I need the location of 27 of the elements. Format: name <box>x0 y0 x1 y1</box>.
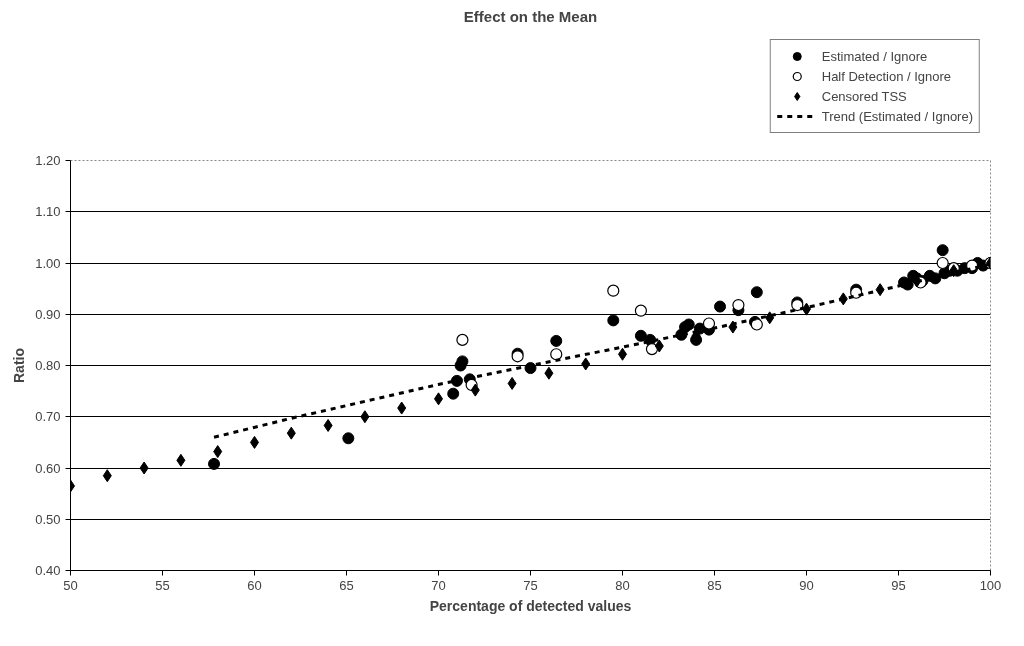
x-tick-label: 100 <box>979 577 1002 593</box>
x-tick-label: 70 <box>431 577 446 593</box>
legend-label: Half Detection / Ignore <box>821 68 952 84</box>
x-tick-label: 75 <box>523 577 538 593</box>
legend-label: Trend (Estimated / Ignore) <box>821 108 973 124</box>
x-tick-label: 95 <box>891 577 906 593</box>
y-axis-title: Ratio <box>11 348 28 383</box>
y-tick-label: 1.10 <box>35 204 61 220</box>
x-tick-label: 85 <box>707 577 722 593</box>
x-tick-label: 90 <box>799 577 814 593</box>
chart-title: Effect on the Mean <box>463 7 598 25</box>
y-tick-label: 0.90 <box>35 306 61 322</box>
x-tick-label: 65 <box>339 577 354 593</box>
y-tick-label: 0.60 <box>35 460 61 476</box>
y-tick-label: 0.50 <box>35 511 61 527</box>
legend-label: Estimated / Ignore <box>821 48 928 64</box>
y-tick-label: 1.00 <box>35 255 61 271</box>
legend-label: Censored TSS <box>821 88 907 104</box>
y-tick-label: 0.80 <box>35 358 61 373</box>
x-tick-label: 80 <box>615 577 630 593</box>
x-tick-label: 60 <box>247 577 262 593</box>
x-axis-title: Percentage of detected values <box>429 597 632 614</box>
y-tick-label: 1.20 <box>35 153 61 168</box>
x-tick-label: 55 <box>155 577 170 593</box>
x-tick-label: 50 <box>63 577 78 593</box>
y-tick-label: 0.40 <box>35 563 61 578</box>
y-tick-label: 0.70 <box>35 409 61 425</box>
